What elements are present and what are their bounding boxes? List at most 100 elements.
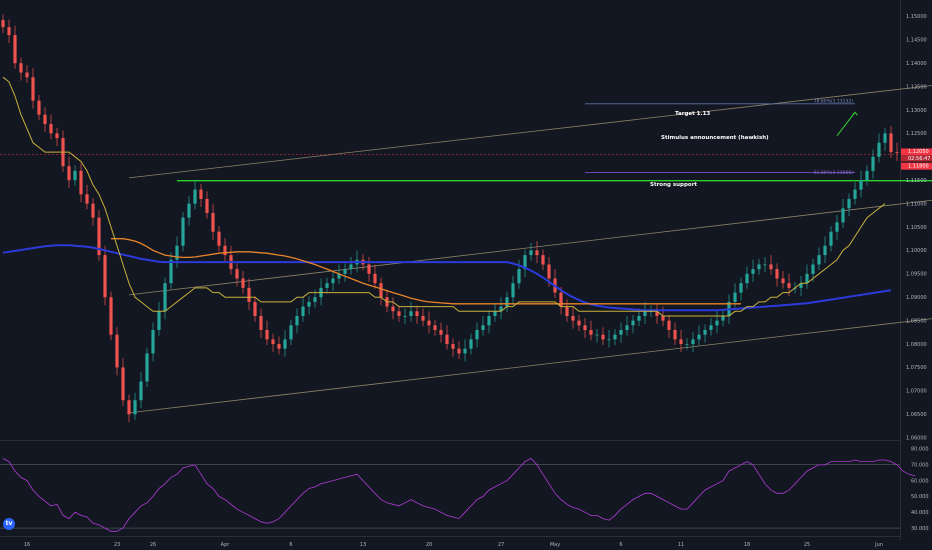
ma-mid-line[interactable] bbox=[111, 238, 741, 305]
candle-body-19[interactable] bbox=[115, 334, 119, 368]
candle-body-49[interactable] bbox=[295, 315, 299, 326]
candle-body-73[interactable] bbox=[439, 330, 443, 335]
candle-body-43[interactable] bbox=[259, 315, 263, 330]
candle-body-115[interactable] bbox=[691, 339, 695, 345]
candle-body-33[interactable] bbox=[199, 189, 203, 199]
candle-body-11[interactable] bbox=[67, 166, 71, 181]
candle-body-93[interactable] bbox=[559, 292, 563, 307]
candle-body-83[interactable] bbox=[499, 306, 503, 312]
candle-body-34[interactable] bbox=[205, 198, 209, 213]
ma-slow-line[interactable] bbox=[2, 244, 892, 312]
candle-body-46[interactable] bbox=[277, 344, 281, 349]
candle-body-15[interactable] bbox=[91, 203, 95, 218]
candle-body-76[interactable] bbox=[457, 348, 461, 354]
candle-body-140[interactable] bbox=[841, 208, 845, 223]
candle-body-26[interactable] bbox=[157, 311, 161, 330]
candle-body-130[interactable] bbox=[781, 278, 785, 284]
candle-body-8[interactable] bbox=[49, 124, 53, 134]
candle-body-52[interactable] bbox=[313, 297, 317, 302]
candle-body-127[interactable] bbox=[763, 264, 767, 266]
candle-body-16[interactable] bbox=[97, 217, 101, 256]
candle-body-148[interactable] bbox=[889, 133, 893, 153]
candle-body-58[interactable] bbox=[349, 264, 353, 270]
candle-body-1[interactable] bbox=[7, 27, 11, 36]
candle-body-22[interactable] bbox=[133, 400, 137, 415]
candle-body-101[interactable] bbox=[607, 339, 611, 341]
candle-body-47[interactable] bbox=[283, 339, 287, 349]
candle-body-28[interactable] bbox=[169, 259, 173, 284]
candle-body-122[interactable] bbox=[733, 292, 737, 302]
tradingview-logo-icon[interactable]: tv bbox=[3, 518, 15, 530]
candle-body-48[interactable] bbox=[289, 325, 293, 340]
candle-body-105[interactable] bbox=[631, 320, 635, 326]
current-price-tag[interactable] bbox=[901, 148, 932, 155]
candle-body-18[interactable] bbox=[109, 297, 113, 335]
candle-body-31[interactable] bbox=[187, 203, 191, 218]
candle-body-71[interactable] bbox=[427, 320, 431, 326]
candle-body-7[interactable] bbox=[43, 114, 47, 125]
candle-body-87[interactable] bbox=[523, 255, 527, 270]
candle-body-39[interactable] bbox=[235, 269, 239, 279]
candle-body-32[interactable] bbox=[193, 189, 197, 204]
candle-body-35[interactable] bbox=[211, 212, 215, 232]
candle-body-78[interactable] bbox=[469, 339, 473, 349]
candle-body-102[interactable] bbox=[613, 334, 617, 340]
candle-body-145[interactable] bbox=[871, 156, 875, 171]
candle-body-65[interactable] bbox=[391, 306, 395, 312]
candle-body-97[interactable] bbox=[583, 325, 587, 330]
candle-body-129[interactable] bbox=[775, 269, 779, 279]
candle-body-84[interactable] bbox=[505, 297, 509, 307]
candle-body-20[interactable] bbox=[121, 367, 125, 401]
candle-body-135[interactable] bbox=[811, 264, 815, 274]
candle-body-110[interactable] bbox=[661, 315, 665, 321]
candle-body-67[interactable] bbox=[403, 315, 407, 317]
candle-body-146[interactable] bbox=[877, 142, 881, 157]
candle-body-112[interactable] bbox=[673, 330, 677, 340]
candle-body-128[interactable] bbox=[769, 264, 773, 270]
candle-body-21[interactable] bbox=[127, 400, 131, 415]
candle-body-75[interactable] bbox=[451, 344, 455, 349]
candle-body-36[interactable] bbox=[217, 231, 221, 246]
candle-body-109[interactable] bbox=[655, 311, 659, 316]
candle-body-117[interactable] bbox=[703, 330, 707, 335]
candle-body-25[interactable] bbox=[151, 330, 155, 354]
candle-body-5[interactable] bbox=[31, 77, 35, 101]
candle-body-37[interactable] bbox=[223, 245, 227, 256]
candle-body-6[interactable] bbox=[37, 100, 41, 115]
candle-body-100[interactable] bbox=[601, 334, 605, 340]
candle-body-69[interactable] bbox=[415, 311, 419, 316]
candle-body-70[interactable] bbox=[421, 315, 425, 321]
candle-body-61[interactable] bbox=[367, 264, 371, 274]
candle-body-27[interactable] bbox=[163, 283, 167, 312]
candle-body-133[interactable] bbox=[799, 283, 803, 288]
lower-price-tag[interactable] bbox=[901, 162, 932, 170]
candle-body-134[interactable] bbox=[805, 273, 809, 284]
candle-body-139[interactable] bbox=[835, 222, 839, 232]
candle-body-3[interactable] bbox=[19, 63, 23, 73]
candle-body-85[interactable] bbox=[511, 283, 515, 298]
candle-body-103[interactable] bbox=[619, 330, 623, 335]
candle-body-13[interactable] bbox=[79, 170, 83, 195]
candle-body-116[interactable] bbox=[697, 334, 701, 340]
candle-body-79[interactable] bbox=[475, 330, 479, 340]
candle-body-44[interactable] bbox=[265, 330, 269, 340]
candle-body-89[interactable] bbox=[535, 250, 539, 256]
candle-body-104[interactable] bbox=[625, 325, 629, 330]
candle-body-124[interactable] bbox=[745, 273, 749, 284]
candle-body-86[interactable] bbox=[517, 269, 521, 284]
candle-body-42[interactable] bbox=[253, 301, 257, 316]
candle-body-123[interactable] bbox=[739, 283, 743, 293]
candle-body-81[interactable] bbox=[487, 315, 491, 326]
candle-body-120[interactable] bbox=[721, 315, 725, 321]
ma-fast-line[interactable] bbox=[2, 76, 886, 317]
candle-body-56[interactable] bbox=[337, 273, 341, 279]
candle-body-91[interactable] bbox=[547, 264, 551, 279]
candle-body-99[interactable] bbox=[595, 334, 599, 336]
channel-line-0[interactable] bbox=[128, 315, 932, 414]
candle-body-142[interactable] bbox=[853, 189, 857, 199]
candle-body-62[interactable] bbox=[373, 273, 377, 284]
candle-body-90[interactable] bbox=[541, 255, 545, 265]
candle-body-138[interactable] bbox=[829, 231, 833, 246]
target-arrow[interactable] bbox=[836, 112, 856, 137]
